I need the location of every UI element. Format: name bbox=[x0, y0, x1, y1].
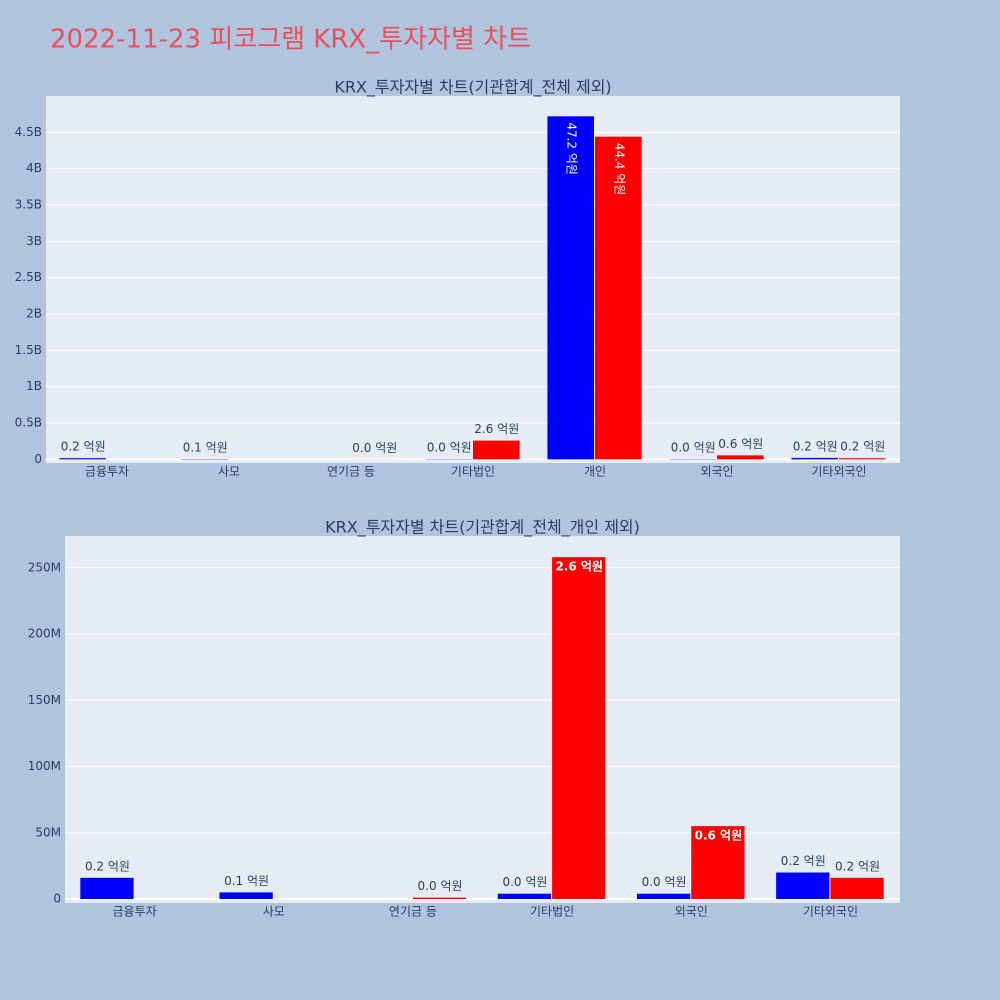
y-tick-label: 150M bbox=[28, 693, 61, 707]
y-tick-label: 3B bbox=[26, 234, 42, 248]
y-tick-label: 1B bbox=[26, 379, 42, 393]
bar bbox=[219, 892, 273, 900]
data-label: 0.1 억원 bbox=[224, 874, 269, 888]
y-tick-label: 0 bbox=[53, 892, 61, 906]
x-tick-label: 금융투자 bbox=[112, 905, 156, 919]
data-label: 0.2 억원 bbox=[840, 440, 885, 454]
bar bbox=[636, 893, 691, 900]
y-tick-label: 0 bbox=[34, 452, 42, 466]
x-tick-label: 개인 bbox=[584, 465, 606, 479]
bar bbox=[552, 557, 606, 900]
x-tick-label: 기타법인 bbox=[530, 905, 574, 919]
data-label: 0.0 억원 bbox=[642, 875, 687, 889]
y-tick-label: 4.5B bbox=[15, 125, 42, 139]
bar bbox=[717, 455, 764, 460]
bar bbox=[791, 457, 838, 460]
bar bbox=[473, 440, 520, 460]
data-label: 0.0 억원 bbox=[427, 441, 472, 455]
page-title: 2022-11-23 피코그램 KRX_투자자별 차트 bbox=[50, 25, 531, 55]
data-label: 0.2 억원 bbox=[781, 854, 826, 868]
data-label: 0.1 억원 bbox=[183, 441, 228, 455]
x-tick-label: 기타외국인 bbox=[811, 465, 866, 479]
data-label: 2.6 억원 bbox=[474, 422, 519, 436]
bar bbox=[691, 826, 745, 900]
y-tick-label: 0.5B bbox=[15, 416, 42, 430]
data-label: 0.0 억원 bbox=[502, 875, 547, 889]
x-tick-label: 기타외국인 bbox=[803, 905, 858, 919]
data-label: 0.0 억원 bbox=[671, 441, 716, 455]
y-tick-label: 50M bbox=[35, 825, 61, 839]
plot-area bbox=[65, 536, 900, 903]
bar bbox=[839, 458, 886, 460]
data-label: 44.4 억원 bbox=[612, 143, 626, 196]
y-tick-label: 2B bbox=[26, 307, 42, 321]
bar bbox=[547, 116, 594, 460]
data-label: 0.2 억원 bbox=[85, 859, 130, 873]
plot-area bbox=[46, 96, 900, 463]
bar bbox=[80, 877, 134, 900]
chart-title: KRX_투자자별 차트(기관합계_전체 제외) bbox=[334, 78, 611, 98]
data-label: 2.6 억원 bbox=[555, 560, 603, 574]
data-label: 0.6 억원 bbox=[695, 829, 743, 843]
data-label: 47.2 억원 bbox=[565, 122, 579, 175]
chart-title: KRX_투자자별 차트(기관합계_전체_개인 제외) bbox=[325, 518, 640, 538]
y-tick-label: 200M bbox=[28, 627, 61, 641]
x-tick-label: 연기금 등 bbox=[327, 465, 375, 479]
x-tick-label: 기타법인 bbox=[451, 465, 495, 479]
x-tick-label: 외국인 bbox=[675, 905, 708, 919]
y-tick-label: 100M bbox=[28, 759, 61, 773]
data-label: 0.0 억원 bbox=[418, 879, 463, 893]
data-label: 0.2 억원 bbox=[835, 859, 880, 873]
y-tick-label: 250M bbox=[28, 560, 61, 574]
y-tick-label: 4B bbox=[26, 161, 42, 175]
y-tick-label: 2.5B bbox=[15, 270, 42, 284]
bar bbox=[830, 877, 884, 900]
data-label: 0.2 억원 bbox=[793, 439, 838, 453]
x-tick-label: 사모 bbox=[263, 905, 285, 919]
x-tick-label: 사모 bbox=[218, 465, 240, 479]
bar bbox=[59, 458, 106, 460]
bar bbox=[412, 897, 467, 900]
y-tick-label: 1.5B bbox=[15, 343, 42, 357]
bar bbox=[776, 872, 830, 900]
x-tick-label: 연기금 등 bbox=[389, 905, 437, 919]
bar bbox=[497, 893, 552, 900]
x-tick-label: 금융투자 bbox=[85, 465, 129, 479]
bar bbox=[595, 136, 642, 460]
data-label: 0.0 억원 bbox=[352, 441, 397, 455]
data-label: 0.2 억원 bbox=[61, 440, 106, 454]
y-tick-label: 3.5B bbox=[15, 198, 42, 212]
data-label: 0.6 억원 bbox=[718, 437, 763, 451]
x-tick-label: 외국인 bbox=[700, 465, 733, 479]
